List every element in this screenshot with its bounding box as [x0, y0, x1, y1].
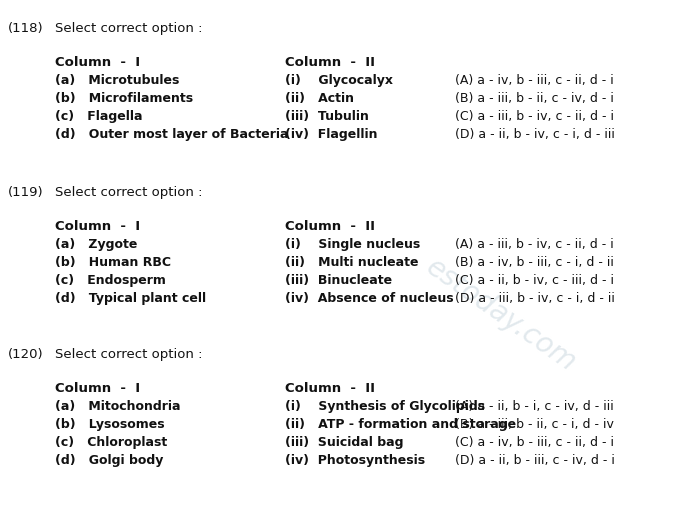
Text: (D) a - ii, b - iii, c - iv, d - i: (D) a - ii, b - iii, c - iv, d - i	[455, 454, 615, 467]
Text: (a)   Mitochondria: (a) Mitochondria	[55, 400, 180, 413]
Text: (ii)   Actin: (ii) Actin	[285, 92, 354, 105]
Text: Column  -  II: Column - II	[285, 382, 375, 395]
Text: Column  -  I: Column - I	[55, 56, 140, 69]
Text: (A) a - ii, b - i, c - iv, d - iii: (A) a - ii, b - i, c - iv, d - iii	[455, 400, 614, 413]
Text: Select correct option :: Select correct option :	[55, 186, 203, 199]
Text: (iii)  Binucleate: (iii) Binucleate	[285, 274, 392, 287]
Text: (120): (120)	[8, 348, 44, 361]
Text: (D) a - iii, b - iv, c - i, d - ii: (D) a - iii, b - iv, c - i, d - ii	[455, 292, 615, 305]
Text: (D) a - ii, b - iv, c - i, d - iii: (D) a - ii, b - iv, c - i, d - iii	[455, 128, 615, 141]
Text: (B) a - iii, b - ii, c - iv, d - i: (B) a - iii, b - ii, c - iv, d - i	[455, 92, 614, 105]
Text: (C) a - ii, b - iv, c - iii, d - i: (C) a - ii, b - iv, c - iii, d - i	[455, 274, 614, 287]
Text: (A) a - iii, b - iv, c - ii, d - i: (A) a - iii, b - iv, c - ii, d - i	[455, 238, 614, 251]
Text: (B) a - iii, b - ii, c - i, d - iv: (B) a - iii, b - ii, c - i, d - iv	[455, 418, 614, 431]
Text: (119): (119)	[8, 186, 44, 199]
Text: (c)   Flagella: (c) Flagella	[55, 110, 143, 123]
Text: (i)    Synthesis of Glycolipids: (i) Synthesis of Glycolipids	[285, 400, 485, 413]
Text: (iv)  Absence of nucleus: (iv) Absence of nucleus	[285, 292, 454, 305]
Text: Column  -  II: Column - II	[285, 220, 375, 233]
Text: (C) a - iii, b - iv, c - ii, d - i: (C) a - iii, b - iv, c - ii, d - i	[455, 110, 614, 123]
Text: (iv)  Flagellin: (iv) Flagellin	[285, 128, 377, 141]
Text: Select correct option :: Select correct option :	[55, 348, 203, 361]
Text: (d)   Golgi body: (d) Golgi body	[55, 454, 164, 467]
Text: (iii)  Tubulin: (iii) Tubulin	[285, 110, 369, 123]
Text: (i)    Glycocalyx: (i) Glycocalyx	[285, 74, 393, 87]
Text: (iv)  Photosynthesis: (iv) Photosynthesis	[285, 454, 425, 467]
Text: (a)   Microtubules: (a) Microtubules	[55, 74, 180, 87]
Text: (d)   Outer most layer of Bacteria: (d) Outer most layer of Bacteria	[55, 128, 289, 141]
Text: (B) a - iv, b - iii, c - i, d - ii: (B) a - iv, b - iii, c - i, d - ii	[455, 256, 614, 269]
Text: (A) a - iv, b - iii, c - ii, d - i: (A) a - iv, b - iii, c - ii, d - i	[455, 74, 614, 87]
Text: Column  -  I: Column - I	[55, 382, 140, 395]
Text: (i)    Single nucleus: (i) Single nucleus	[285, 238, 420, 251]
Text: estoday.com: estoday.com	[421, 253, 581, 378]
Text: (ii)   ATP - formation and storage: (ii) ATP - formation and storage	[285, 418, 516, 431]
Text: Column  -  I: Column - I	[55, 220, 140, 233]
Text: (iii)  Suicidal bag: (iii) Suicidal bag	[285, 436, 404, 449]
Text: (d)   Typical plant cell: (d) Typical plant cell	[55, 292, 206, 305]
Text: Column  -  II: Column - II	[285, 56, 375, 69]
Text: (c)   Chloroplast: (c) Chloroplast	[55, 436, 167, 449]
Text: Select correct option :: Select correct option :	[55, 22, 203, 35]
Text: (a)   Zygote: (a) Zygote	[55, 238, 137, 251]
Text: (C) a - iv, b - iii, c - ii, d - i: (C) a - iv, b - iii, c - ii, d - i	[455, 436, 614, 449]
Text: (ii)   Multi nucleate: (ii) Multi nucleate	[285, 256, 418, 269]
Text: (b)   Human RBC: (b) Human RBC	[55, 256, 171, 269]
Text: (b)   Lysosomes: (b) Lysosomes	[55, 418, 165, 431]
Text: (b)   Microfilaments: (b) Microfilaments	[55, 92, 193, 105]
Text: (c)   Endosperm: (c) Endosperm	[55, 274, 166, 287]
Text: (118): (118)	[8, 22, 44, 35]
